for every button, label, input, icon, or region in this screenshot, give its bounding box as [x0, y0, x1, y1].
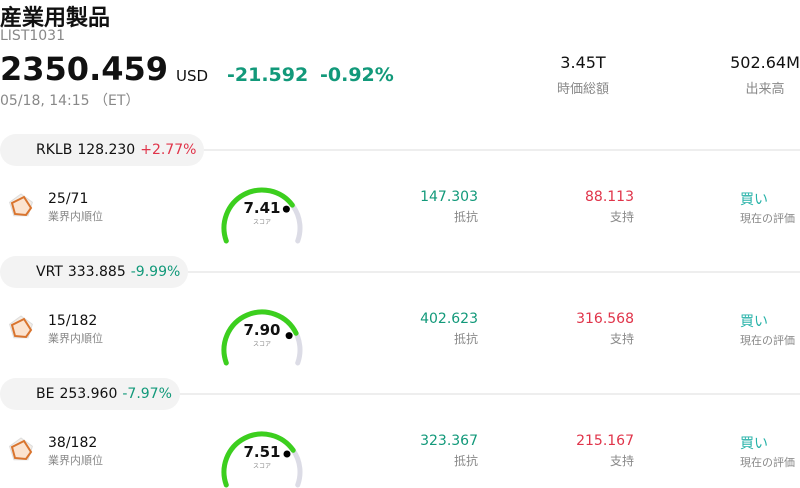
- resistance-label: 抵抗: [453, 454, 478, 468]
- resistance-label: 抵抗: [453, 332, 478, 346]
- ticker-change: -7.97%: [122, 386, 172, 402]
- support: 215.167: [576, 433, 634, 449]
- rank-label: 業界内順位: [48, 210, 103, 223]
- support-label: 支持: [609, 210, 634, 224]
- score: 7.41: [243, 199, 281, 217]
- gauge-dot: [283, 450, 291, 458]
- resistance: 323.367: [420, 433, 478, 449]
- gauge-fill: [221, 309, 299, 366]
- ticker-change: +2.77%: [140, 142, 197, 158]
- rank: 25/71: [48, 191, 89, 207]
- rank-icon: [10, 195, 33, 217]
- ticker: VRT: [36, 264, 63, 280]
- ticker-pill[interactable]: BE 253.960 -7.97%: [0, 378, 180, 410]
- ticker-pill[interactable]: VRT 333.885 -9.99%: [0, 256, 189, 288]
- index-title: 産業用製品: [0, 6, 111, 31]
- stat-label: 時価総額: [556, 82, 609, 97]
- rank-icon: [10, 317, 33, 339]
- gauge-dot: [282, 205, 290, 213]
- gauge-fill: [221, 187, 295, 244]
- resistance: 147.303: [420, 189, 478, 205]
- rating-label: 現在の評価: [740, 456, 795, 469]
- score-label: スコア: [252, 341, 271, 348]
- stat-label: 出来高: [745, 82, 785, 97]
- gauge-fill: [221, 431, 296, 488]
- score-label: スコア: [252, 463, 271, 470]
- index-price: 2350.459: [0, 50, 169, 88]
- ticker-price: 333.885: [67, 264, 126, 280]
- stat-value: 3.45T: [560, 53, 606, 72]
- support: 316.568: [576, 311, 634, 327]
- rating-label: 現在の評価: [740, 334, 795, 347]
- ticker-change: -9.99%: [130, 264, 181, 280]
- support: 88.113: [585, 189, 634, 205]
- rank-icon: [10, 439, 33, 461]
- resistance-label: 抵抗: [453, 210, 478, 224]
- index-change: -21.592: [227, 64, 309, 86]
- ticker-price: 128.230: [77, 142, 136, 158]
- currency: USD: [176, 67, 209, 85]
- rating: 買い: [740, 314, 768, 330]
- rank: 15/182: [48, 313, 98, 329]
- rating: 買い: [740, 436, 768, 452]
- timestamp: 05/18, 14:15 （ET）: [0, 93, 140, 109]
- resistance: 402.623: [420, 311, 478, 327]
- ticker-price: 253.960: [59, 386, 118, 402]
- ticker: BE: [36, 386, 55, 402]
- support-label: 支持: [609, 454, 634, 468]
- rank-label: 業界内順位: [48, 332, 103, 345]
- gauge-dot: [285, 332, 293, 340]
- support-label: 支持: [609, 332, 634, 346]
- rating: 買い: [740, 192, 768, 208]
- index-code: LIST1031: [0, 28, 65, 44]
- score-label: スコア: [252, 219, 271, 226]
- score: 7.90: [243, 321, 281, 339]
- ticker-pill[interactable]: RKLB 128.230 +2.77%: [0, 134, 205, 166]
- rank-label: 業界内順位: [48, 454, 103, 467]
- rating-label: 現在の評価: [740, 212, 795, 225]
- index-change-percent: -0.92%: [320, 64, 394, 86]
- score: 7.51: [243, 443, 281, 461]
- stat-value: 502.64M: [730, 53, 800, 72]
- ticker: RKLB: [36, 142, 73, 158]
- rank: 38/182: [48, 435, 98, 451]
